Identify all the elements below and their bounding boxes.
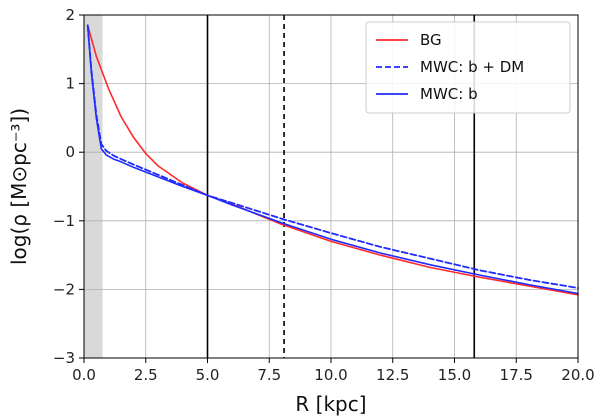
x-tick-label: 0.0 <box>72 366 96 384</box>
x-tick-label: 5.0 <box>196 366 220 384</box>
y-tick-label: −2 <box>53 280 75 298</box>
x-axis-label: R [kpc] <box>295 392 366 416</box>
y-tick-label: 0 <box>65 143 75 161</box>
x-tick-label: 7.5 <box>257 366 281 384</box>
y-tick-label: −3 <box>53 349 75 367</box>
x-tick-label: 10.0 <box>314 366 347 384</box>
series-line-mwc-b-dm <box>86 24 579 289</box>
legend-label: MWC: b <box>420 85 478 103</box>
legend: BG MWC: b + DM MWC: b <box>365 21 571 114</box>
x-tick-label: 15.0 <box>438 366 471 384</box>
y-tick-label: 2 <box>65 6 75 24</box>
y-tick-label: 1 <box>65 75 75 93</box>
legend-label: BG <box>420 31 442 49</box>
axis-ticks: 0.0 2.5 5.0 7.5 10.0 12.5 15.0 17.5 20.0 −3 −2 −1 0 1… <box>53 6 595 384</box>
legend-box <box>365 21 571 114</box>
y-tick-label: −1 <box>53 212 75 230</box>
x-tick-label: 12.5 <box>376 366 409 384</box>
y-axis-label: log(ρ [M⊙pc⁻³]) <box>7 108 31 265</box>
x-tick-label: 20.0 <box>561 366 594 384</box>
legend-label: MWC: b + DM <box>420 58 524 76</box>
x-tick-label: 2.5 <box>134 366 158 384</box>
series-lines <box>86 24 579 296</box>
shaded-region <box>84 15 103 358</box>
x-tick-label: 17.5 <box>500 366 533 384</box>
series-line-mwc-b <box>86 24 579 295</box>
shaded-region-layer <box>84 15 103 358</box>
